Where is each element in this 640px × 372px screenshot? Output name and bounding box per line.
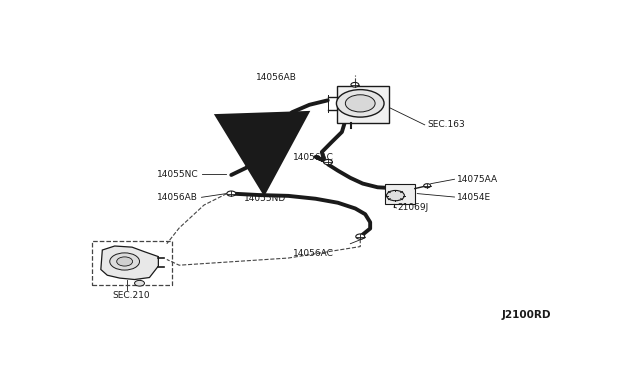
Text: 14054E: 14054E	[457, 193, 491, 202]
Text: SEC.163: SEC.163	[428, 121, 465, 129]
Circle shape	[116, 257, 132, 266]
Bar	[337, 86, 388, 124]
Circle shape	[346, 95, 375, 112]
Text: 21069J: 21069J	[397, 203, 429, 212]
Text: 14056AB: 14056AB	[157, 193, 198, 202]
Text: 14056AB: 14056AB	[255, 73, 296, 82]
Polygon shape	[101, 246, 158, 279]
Circle shape	[324, 160, 332, 165]
Circle shape	[227, 191, 236, 196]
Circle shape	[356, 234, 365, 239]
Text: 14055NC: 14055NC	[157, 170, 198, 179]
Circle shape	[424, 184, 431, 188]
Circle shape	[387, 190, 404, 201]
Text: 14056AC: 14056AC	[293, 153, 334, 162]
Circle shape	[351, 83, 359, 87]
Bar	[385, 183, 415, 203]
Text: J2100RD: J2100RD	[502, 310, 551, 320]
Text: 14055ND: 14055ND	[244, 194, 286, 203]
Text: SEC.210: SEC.210	[112, 291, 150, 300]
Text: FRONT: FRONT	[232, 126, 266, 156]
Circle shape	[337, 90, 384, 117]
Circle shape	[134, 280, 145, 286]
Text: 14056AC: 14056AC	[293, 248, 334, 257]
Text: 14075AA: 14075AA	[457, 175, 498, 184]
Circle shape	[110, 253, 140, 270]
